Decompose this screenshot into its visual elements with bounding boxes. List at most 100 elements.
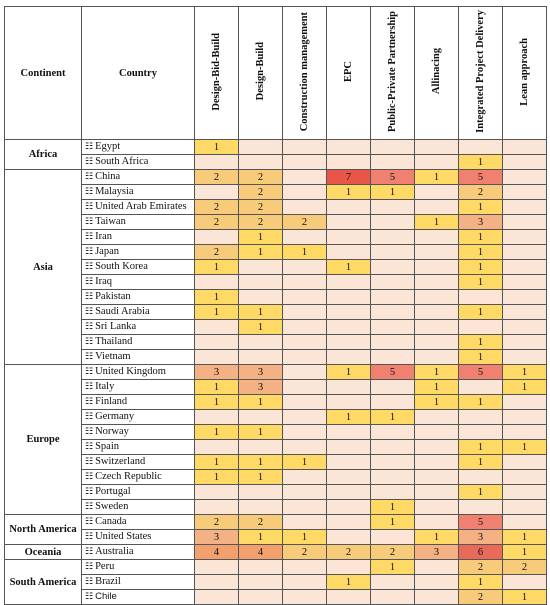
value-cell xyxy=(194,154,239,170)
table-row: ☷ Iraq 1 xyxy=(5,274,547,290)
country-name: Sri Lanka xyxy=(95,321,137,332)
value-cell: 1 xyxy=(194,469,239,485)
table-row: ☷ Sri Lanka 1 xyxy=(5,319,547,335)
value-cell: 3 xyxy=(458,529,503,545)
value-cell: 1 xyxy=(238,469,283,485)
value-cell xyxy=(326,454,371,470)
value-cell xyxy=(282,514,327,530)
value-cell xyxy=(238,289,283,305)
value-cell xyxy=(370,424,415,440)
value-cell xyxy=(282,424,327,440)
value-cell xyxy=(502,454,547,470)
value-cell: 1 xyxy=(502,439,547,455)
method-header-label: Lean approach xyxy=(519,37,530,106)
map-icon: ☷ xyxy=(85,397,94,407)
value-cell xyxy=(414,424,459,440)
value-cell xyxy=(282,364,327,380)
map-icon: ☷ xyxy=(85,262,94,272)
value-cell xyxy=(194,349,239,365)
value-cell: 6 xyxy=(458,544,503,560)
value-cell xyxy=(414,454,459,470)
country-cell: ☷ Iran xyxy=(81,229,195,245)
table-row: ☷ South Korea 1 1 1 xyxy=(5,259,547,275)
value-cell: 1 xyxy=(458,439,503,455)
value-cell xyxy=(326,469,371,485)
value-cell xyxy=(282,259,327,275)
value-cell: 2 xyxy=(282,544,327,560)
value-cell: 1 xyxy=(282,244,327,260)
country-cell: ☷ Norway xyxy=(81,424,195,440)
map-icon: ☷ xyxy=(85,532,94,542)
table-row: ☷ Brazil 1 1 xyxy=(5,574,547,590)
country-cell: ☷ South Africa xyxy=(81,154,195,170)
value-cell xyxy=(326,559,371,575)
value-cell xyxy=(282,304,327,320)
value-cell xyxy=(194,184,239,200)
value-cell xyxy=(502,469,547,485)
value-cell: 1 xyxy=(458,274,503,290)
method-header: EPC xyxy=(326,6,371,140)
value-cell xyxy=(282,499,327,515)
value-cell xyxy=(194,484,239,500)
value-cell: 5 xyxy=(458,169,503,185)
value-cell xyxy=(414,574,459,590)
value-cell: 2 xyxy=(238,169,283,185)
map-icon: ☷ xyxy=(85,217,94,227)
value-cell xyxy=(414,304,459,320)
value-cell xyxy=(414,349,459,365)
country-name: United Arab Emirates xyxy=(95,201,187,212)
value-cell: 2 xyxy=(194,214,239,230)
delivery-methods-table: Continent Country Design-Bid-Build Design… xyxy=(4,6,547,605)
value-cell: 2 xyxy=(458,184,503,200)
value-cell xyxy=(326,484,371,500)
value-cell xyxy=(370,199,415,215)
value-cell xyxy=(370,349,415,365)
value-cell: 1 xyxy=(458,574,503,590)
value-cell: 1 xyxy=(458,304,503,320)
value-cell xyxy=(326,529,371,545)
value-cell: 1 xyxy=(282,454,327,470)
method-header: Design-Bid-Build xyxy=(194,6,239,140)
value-cell xyxy=(326,424,371,440)
value-cell xyxy=(414,469,459,485)
map-icon: ☷ xyxy=(85,367,94,377)
continent-cell: North America xyxy=(4,514,82,545)
table-row: ☷ South Africa 1 xyxy=(5,154,547,170)
country-cell: ☷ South Korea xyxy=(81,259,195,275)
value-cell xyxy=(282,199,327,215)
country-name: United States xyxy=(95,531,152,542)
value-cell: 1 xyxy=(326,409,371,425)
value-cell xyxy=(370,259,415,275)
value-cell xyxy=(194,229,239,245)
value-cell xyxy=(282,574,327,590)
value-cell: 1 xyxy=(458,259,503,275)
value-cell xyxy=(502,184,547,200)
country-name: Spain xyxy=(95,441,119,452)
table-row: ☷ Pakistan 1 xyxy=(5,289,547,305)
value-cell xyxy=(238,484,283,500)
value-cell xyxy=(194,334,239,350)
country-name: Iran xyxy=(95,231,112,242)
value-cell: 1 xyxy=(502,529,547,545)
value-cell xyxy=(502,259,547,275)
value-cell xyxy=(194,274,239,290)
value-cell: 2 xyxy=(238,199,283,215)
value-cell xyxy=(458,469,503,485)
value-cell xyxy=(194,319,239,335)
value-cell xyxy=(282,184,327,200)
value-cell xyxy=(414,229,459,245)
value-cell: 1 xyxy=(458,454,503,470)
value-cell xyxy=(326,514,371,530)
table-row: ☷ Germany 1 1 xyxy=(5,409,547,425)
country-name: Chile xyxy=(95,591,117,602)
value-cell: 7 xyxy=(326,169,371,185)
value-cell: 1 xyxy=(370,559,415,575)
value-cell: 3 xyxy=(238,379,283,395)
country-cell: ☷ Thailand xyxy=(81,334,195,350)
country-cell: ☷ United Arab Emirates xyxy=(81,199,195,215)
map-icon: ☷ xyxy=(85,247,94,257)
value-cell xyxy=(238,349,283,365)
table-row: ☷ Sweden 1 xyxy=(5,499,547,515)
country-cell: ☷ Malaysia xyxy=(81,184,195,200)
value-cell xyxy=(282,484,327,500)
